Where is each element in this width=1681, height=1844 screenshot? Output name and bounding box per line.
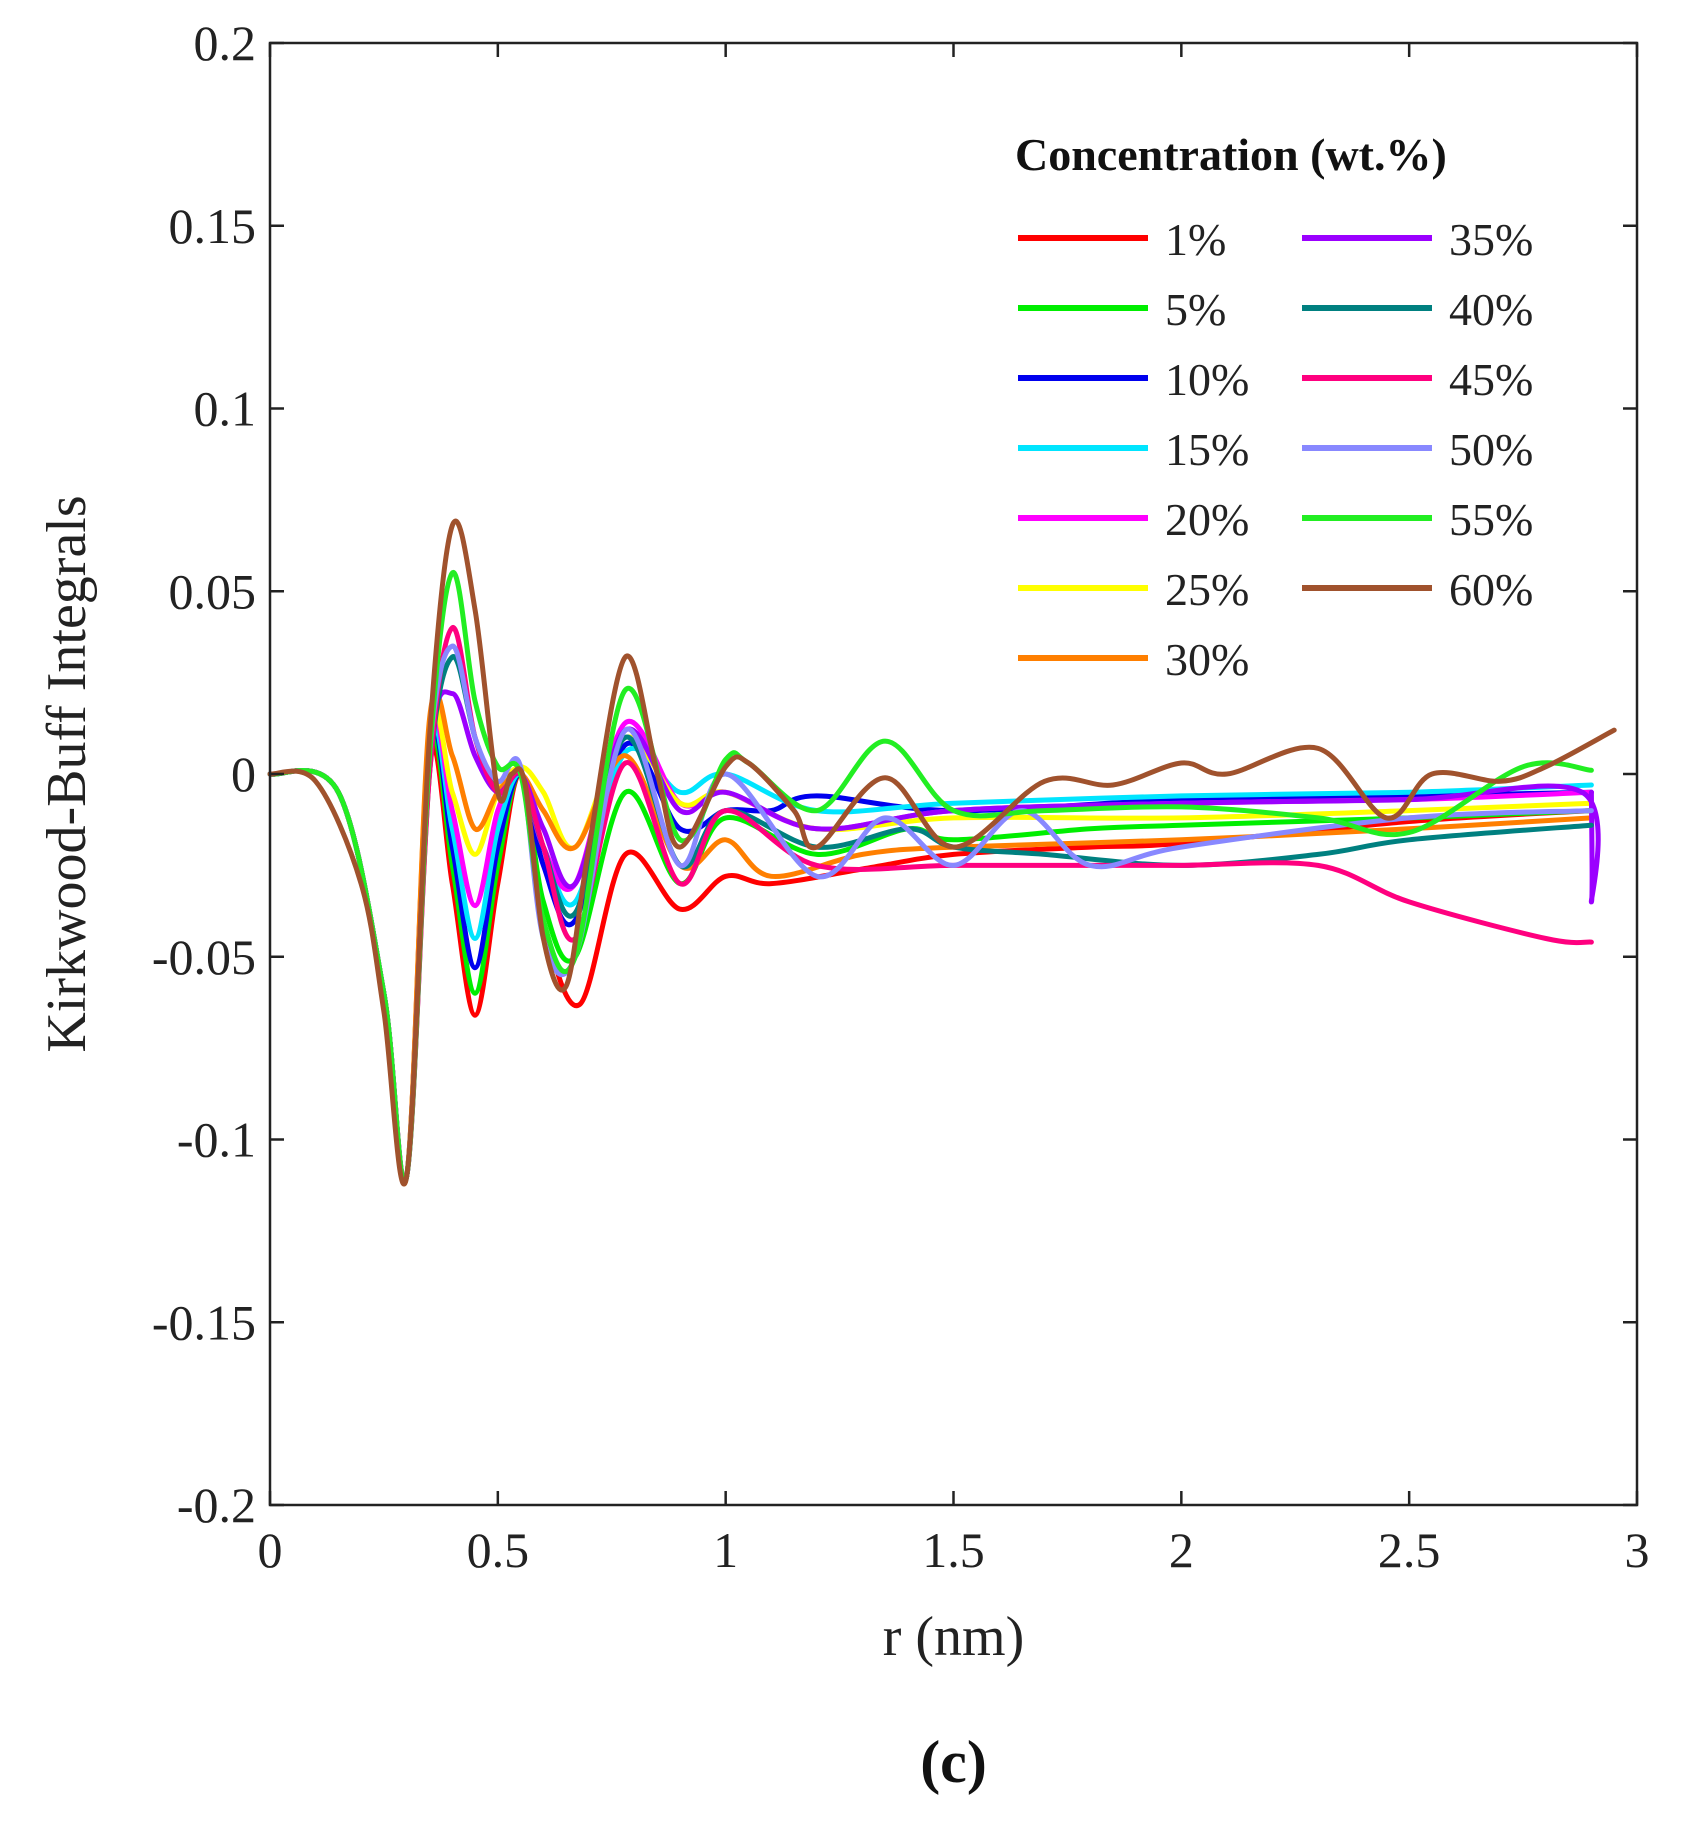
legend-label: 60% xyxy=(1449,564,1533,615)
x-tick-label: 0 xyxy=(258,1522,283,1578)
series-layer xyxy=(267,518,1617,1187)
legend-label: 20% xyxy=(1165,494,1249,545)
x-tick-label: 1 xyxy=(713,1522,738,1578)
legend: Concentration (wt.%) 1% 5% 10% 15% 20% 25% 30%… xyxy=(1015,129,1533,685)
legend-label: 40% xyxy=(1449,284,1533,335)
series-line-55pct xyxy=(267,570,1594,1185)
x-tick-label: 2.5 xyxy=(1378,1522,1441,1578)
y-tick-label: -0.05 xyxy=(152,929,256,985)
legend-label: 35% xyxy=(1449,214,1533,265)
panel-label: (c) xyxy=(920,1729,987,1795)
x-tick-label: 2 xyxy=(1169,1522,1194,1578)
y-tick-label: 0.1 xyxy=(194,381,257,437)
legend-label: 30% xyxy=(1165,634,1249,685)
legend-label: 25% xyxy=(1165,564,1249,615)
x-axis-label: r (nm) xyxy=(883,1606,1025,1668)
y-tick-label: -0.15 xyxy=(152,1294,256,1350)
legend-label: 45% xyxy=(1449,354,1533,405)
legend-label: 15% xyxy=(1165,424,1249,475)
y-tick-label: 0.2 xyxy=(194,15,257,71)
y-tick-label: -0.1 xyxy=(177,1112,256,1168)
legend-label: 1% xyxy=(1165,214,1226,265)
y-tick-label: 0 xyxy=(231,746,256,802)
y-axis-label: Kirkwood-Buff Integrals xyxy=(36,495,98,1052)
y-tick-label: 0.15 xyxy=(169,198,257,254)
x-tick-label: 0.5 xyxy=(467,1522,530,1578)
legend-label: 10% xyxy=(1165,354,1249,405)
legend-label: 50% xyxy=(1449,424,1533,475)
ticks-layer: 0 0.5 1 1.5 2 2.5 3 -0.2 -0.15 -0.1 -0.05 0 0.05 0.1 0… xyxy=(152,15,1650,1578)
legend-label: 55% xyxy=(1449,494,1533,545)
y-tick-label: 0.05 xyxy=(169,563,257,619)
x-tick-label: 1.5 xyxy=(922,1522,985,1578)
x-tick-label: 3 xyxy=(1625,1522,1650,1578)
y-tick-label: -0.2 xyxy=(177,1477,256,1533)
series-line-35pct xyxy=(267,689,1601,1185)
legend-label: 5% xyxy=(1165,284,1226,335)
series-line-60pct xyxy=(267,518,1617,1187)
legend-title: Concentration (wt.%) xyxy=(1015,129,1447,180)
